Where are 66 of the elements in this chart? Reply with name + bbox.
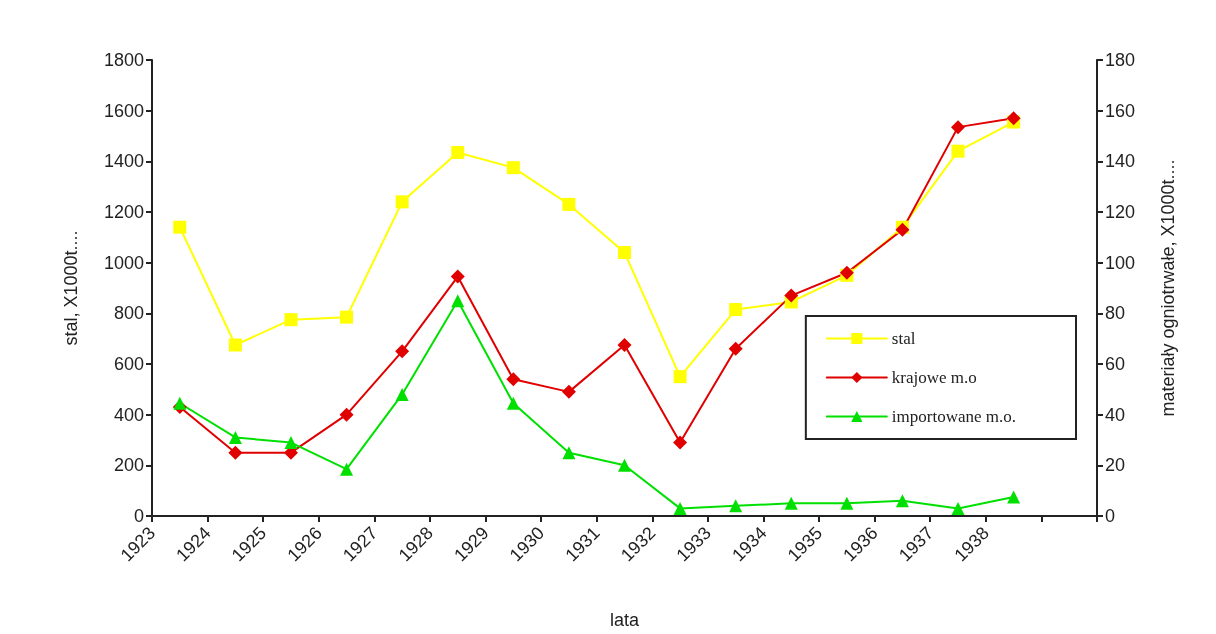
y-axis-title: stal, X1000t....	[61, 230, 81, 346]
y2-tick-label: 40	[1105, 404, 1126, 425]
y-tick-label: 1400	[103, 151, 144, 172]
y-tick-label: 400	[113, 404, 144, 425]
y2-tick-label: 80	[1105, 303, 1126, 324]
point	[729, 499, 743, 513]
y2-tick-label: 20	[1105, 455, 1126, 476]
y2-tick-label: 100	[1105, 252, 1136, 273]
point	[284, 313, 298, 327]
point	[618, 246, 631, 260]
point	[228, 338, 242, 352]
point	[784, 496, 798, 510]
point	[1007, 490, 1021, 504]
point	[228, 445, 243, 460]
point	[395, 387, 409, 401]
y-tick-label: 1600	[103, 100, 144, 121]
point	[951, 501, 965, 515]
point	[951, 144, 965, 158]
y2-tick-label: 0	[1105, 506, 1116, 526]
point	[228, 430, 242, 444]
y-tick-label: 1200	[103, 202, 144, 222]
point	[618, 458, 631, 472]
legend-label: stal	[891, 329, 916, 348]
point	[450, 269, 465, 284]
point	[617, 338, 632, 352]
point	[339, 407, 354, 422]
y-tick-label: 800	[113, 303, 144, 324]
y2-tick-label: 120	[1105, 202, 1136, 222]
y-tick-label: 200	[113, 455, 144, 476]
point	[562, 446, 576, 460]
point	[1006, 111, 1021, 126]
y2-axis-title: materiały ogniotrwałe, X1000t....	[1158, 159, 1178, 417]
point	[506, 372, 521, 387]
point	[840, 496, 854, 510]
point	[728, 341, 743, 356]
point	[506, 161, 520, 175]
x-axis-title: lata	[609, 610, 640, 630]
point	[673, 501, 687, 515]
point	[951, 120, 966, 135]
point	[395, 344, 410, 359]
y-tick-label: 1800	[103, 50, 144, 70]
point	[340, 462, 354, 476]
point	[173, 220, 187, 234]
point	[562, 197, 576, 211]
y-tick-label: 600	[113, 354, 144, 374]
y2-tick-label: 140	[1105, 151, 1136, 172]
point	[284, 436, 298, 450]
point	[673, 370, 687, 384]
point	[340, 310, 354, 324]
y-tick-label: 1000	[103, 252, 144, 273]
point	[451, 294, 465, 308]
point	[395, 195, 409, 209]
legend-label: importowane m.o.	[891, 407, 1016, 426]
point	[784, 288, 799, 303]
point	[506, 396, 520, 410]
point	[561, 384, 576, 399]
legend-label: krajowe m.o	[891, 368, 977, 387]
point	[173, 396, 187, 410]
point	[673, 435, 688, 450]
point	[895, 494, 909, 508]
y2-tick-label: 60	[1105, 354, 1126, 374]
y2-tick-label: 160	[1105, 100, 1136, 121]
y-tick-label: 0	[133, 506, 144, 526]
point	[729, 303, 743, 317]
y2-tick-label: 180	[1105, 50, 1136, 70]
point	[451, 145, 465, 159]
